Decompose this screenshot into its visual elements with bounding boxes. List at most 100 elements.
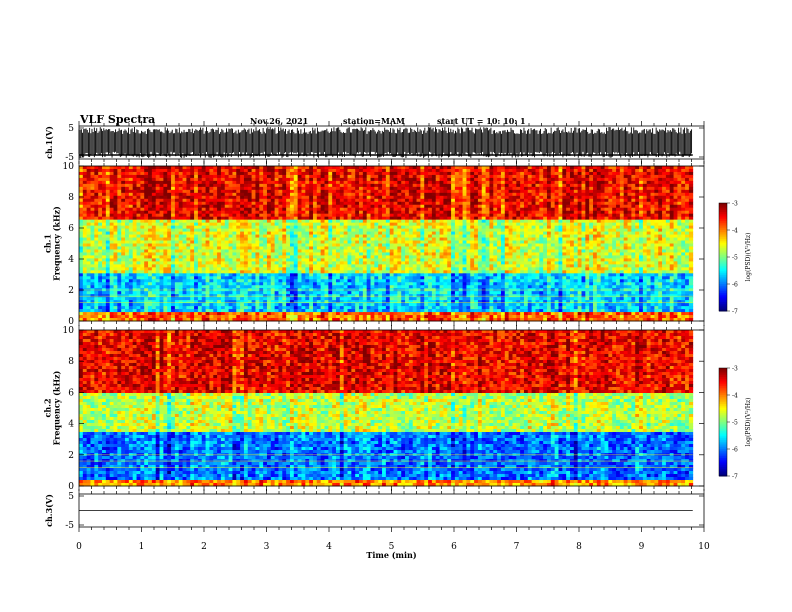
spectrogram-cell [247,261,253,265]
spectrogram-cell [247,168,253,173]
spectrogram-cell [263,210,268,215]
spectrogram-cell [98,300,103,304]
spectrogram-cell [151,252,157,256]
spectrogram-cell [378,252,383,256]
spectrogram-cell [332,207,337,212]
spectrogram-cell [186,180,191,185]
spectrogram-cell [136,309,141,313]
spectrogram-cell [263,294,268,298]
spectrogram-cell [155,192,160,197]
spectrogram-cell [270,174,276,179]
spectrogram-cell [155,306,160,310]
spectrogram-cell [382,237,387,241]
spectrogram-cell [94,249,99,253]
spectrogram-cell [128,291,134,295]
spectrogram-cell [105,213,111,218]
spectrogram-cell [213,273,218,277]
spectrogram-cell [178,192,183,197]
spectrogram-cell [82,264,88,268]
spectrogram-cell [374,198,379,203]
spectrogram-cell [128,189,134,194]
spectrogram-cell [385,306,391,310]
spectrogram-cell [259,222,264,227]
spectrogram-cell [178,240,183,244]
spectrogram-cell [336,240,341,244]
spectrogram-cell [86,222,91,227]
spectrogram-cell [167,177,172,182]
spectrogram-cell [140,201,145,206]
spectrogram-cell [274,264,279,268]
spectrogram-cell [301,252,306,256]
spectrogram-cell [359,234,364,238]
spectrogram-cell [109,270,114,274]
spectrogram-cell [182,294,187,298]
spectrogram-cell [136,279,141,283]
spectrogram-cell [385,291,391,295]
spectrogram-cell [190,255,195,259]
spectrogram-cell [136,303,141,307]
spectrogram-cell [240,210,245,215]
spectrogram-cell [347,225,352,229]
spectrogram-cell [305,231,310,235]
spectrogram-cell [209,294,214,298]
spectrogram-cell [125,186,130,191]
spectrogram-cell [171,222,176,227]
spectrogram-cell [293,174,299,179]
spectrogram-cell [320,276,325,280]
spectrogram-cell [148,240,153,244]
spectrogram-cell [293,222,299,227]
spectrogram-cell [316,198,322,203]
spectrogram-cell [374,312,379,316]
spectrogram-cell [359,231,364,235]
spectrogram-cell [86,237,91,241]
spectrogram-cell [266,309,272,313]
spectrogram-cell [270,270,276,274]
spectrogram-cell [259,261,264,265]
spectrogram-cell [274,318,279,322]
spectrogram-cell [86,249,91,253]
spectrogram-cell [259,213,264,218]
spectrogram-cell [201,204,206,209]
spectrogram-cell [117,315,122,319]
spectrogram-cell [224,198,230,203]
spectrogram-cell [247,180,253,185]
spectrogram-cell [397,255,402,259]
spectrogram-cell [385,195,391,200]
spectrogram-cell [255,294,260,298]
spectrogram-cell [228,276,233,280]
spectrogram-cell [94,189,99,194]
spectrogram-cell [90,171,95,176]
spectrogram-cell [98,222,103,227]
spectrogram-cell [94,285,99,289]
spectrogram-cell [155,246,160,250]
spectrogram-cell [362,318,368,322]
spectrogram-cell [336,213,341,218]
spectrogram-cell [232,309,237,313]
spectrogram-cell [201,270,206,274]
spectrogram-cell [79,303,84,307]
spectrogram-cell [163,315,168,319]
spectrogram-cell [178,297,183,301]
spectrogram-cell [217,222,222,227]
spectrogram-cell [286,303,291,307]
spectrogram-cell [282,225,287,229]
spectrogram-cell [213,174,218,179]
spectrogram-cell [90,228,95,232]
spectrogram-cell [301,186,306,191]
spectrogram-cell [259,258,264,262]
spectrogram-cell [79,264,84,268]
spectrogram-cell [270,168,276,173]
spectrogram-cell [351,177,356,182]
spectrogram-cell [270,225,276,229]
spectrogram-cell [82,240,88,244]
spectrogram-cell [266,258,272,262]
spectrogram-cell [86,171,91,176]
spectrogram-cell [163,219,168,224]
spectrogram-cell [228,309,233,313]
spectrogram-cell [355,273,360,277]
spectrogram-cell [159,168,164,173]
spectrogram-cell [217,252,222,256]
spectrogram-cell [389,294,394,298]
spectrogram-cell [201,231,206,235]
spectrogram-cell [232,267,237,271]
